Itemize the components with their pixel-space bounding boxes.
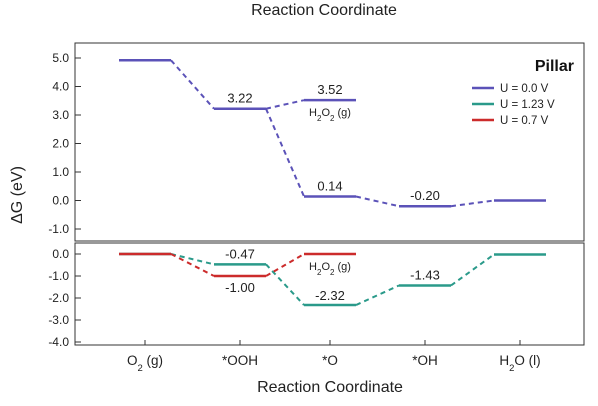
y-axis-title: ΔG (eV) bbox=[9, 166, 26, 224]
upper-value-label: 0.14 bbox=[317, 179, 342, 194]
lower-value-label: -0.47 bbox=[225, 246, 255, 261]
legend-label: U = 0.0 V bbox=[500, 83, 549, 95]
upper-value-label: 3.52 bbox=[317, 82, 342, 97]
upper-connector bbox=[450, 199, 495, 208]
legend-label: U = 1.23 V bbox=[500, 99, 555, 111]
xtick-label: *OOH bbox=[222, 353, 258, 368]
xtick-label: *O bbox=[322, 353, 338, 368]
upper-value-label: 3.22 bbox=[227, 91, 252, 106]
lower-ytick-label: -1.0 bbox=[48, 269, 69, 283]
upper-ytick-label: 3.0 bbox=[52, 108, 69, 122]
upper-h2o2-label: H2O2 (g) bbox=[309, 107, 351, 123]
xtick-label: O2 (g) bbox=[127, 353, 163, 374]
legend-title: Pillar bbox=[535, 58, 574, 75]
xtick-label: *OH bbox=[412, 353, 438, 368]
lower-connector bbox=[355, 284, 400, 306]
lower-value-label: -2.32 bbox=[315, 288, 345, 303]
upper-value-label: -0.20 bbox=[410, 188, 440, 203]
x-axis-title: Reaction Coordinate bbox=[257, 379, 403, 396]
lower-value-label: -1.00 bbox=[225, 280, 255, 295]
upper-connector bbox=[265, 99, 305, 110]
lower-ytick-label: -4.0 bbox=[48, 335, 69, 349]
upper-ytick-label: 4.0 bbox=[52, 80, 69, 94]
upper-connector bbox=[355, 195, 400, 208]
upper-panel-frame bbox=[74, 42, 585, 242]
lower-connector bbox=[170, 253, 215, 266]
lower-connector bbox=[265, 253, 305, 277]
upper-ytick-label: 2.0 bbox=[52, 137, 69, 151]
upper-ytick-label: -1.0 bbox=[48, 222, 69, 236]
lower-ytick-label: -3.0 bbox=[48, 313, 69, 327]
lower-ytick-label: -2.0 bbox=[48, 291, 69, 305]
lower-connector bbox=[265, 263, 305, 306]
lower-h2o2-label: H2O2 (g) bbox=[309, 261, 351, 277]
xtick-label: H2O (l) bbox=[499, 353, 540, 374]
upper-connector bbox=[170, 59, 215, 110]
upper-ytick-label: 5.0 bbox=[52, 51, 69, 65]
lower-ytick-label: 0.0 bbox=[52, 247, 69, 261]
lower-connector bbox=[170, 253, 215, 277]
lower-value-label: -1.43 bbox=[410, 267, 440, 282]
legend-label: U = 0.7 V bbox=[500, 115, 549, 127]
upper-connector bbox=[265, 108, 305, 197]
top-title: Reaction Coordinate bbox=[251, 2, 397, 19]
upper-ytick-label: 1.0 bbox=[52, 165, 69, 179]
upper-ytick-label: 0.0 bbox=[52, 194, 69, 208]
lower-connector bbox=[450, 253, 495, 287]
